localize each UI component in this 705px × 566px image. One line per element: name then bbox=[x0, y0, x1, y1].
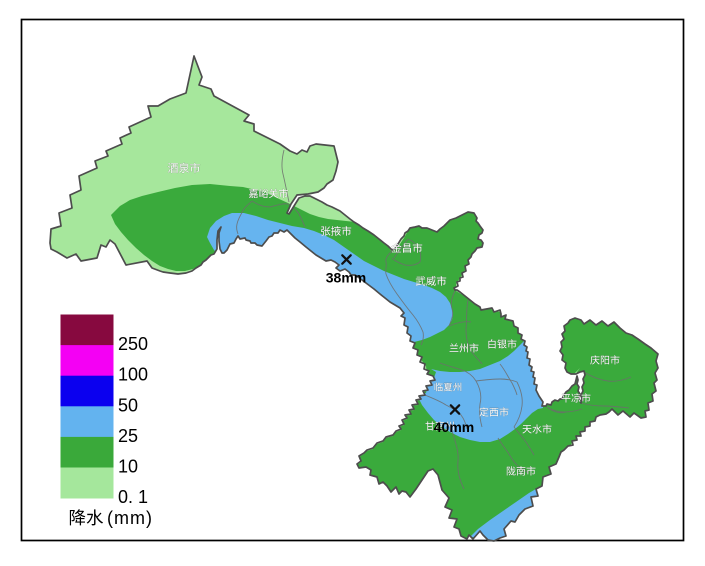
svg-text:250: 250 bbox=[118, 334, 148, 354]
svg-text:10: 10 bbox=[118, 457, 138, 477]
svg-text:50: 50 bbox=[118, 395, 138, 415]
svg-text:0. 1: 0. 1 bbox=[118, 487, 148, 507]
svg-text:38mm: 38mm bbox=[326, 270, 366, 286]
svg-text:100: 100 bbox=[118, 365, 148, 385]
svg-text:40mm: 40mm bbox=[434, 419, 474, 435]
svg-text:25: 25 bbox=[118, 426, 138, 446]
svg-text:(mm): (mm) bbox=[107, 508, 153, 528]
